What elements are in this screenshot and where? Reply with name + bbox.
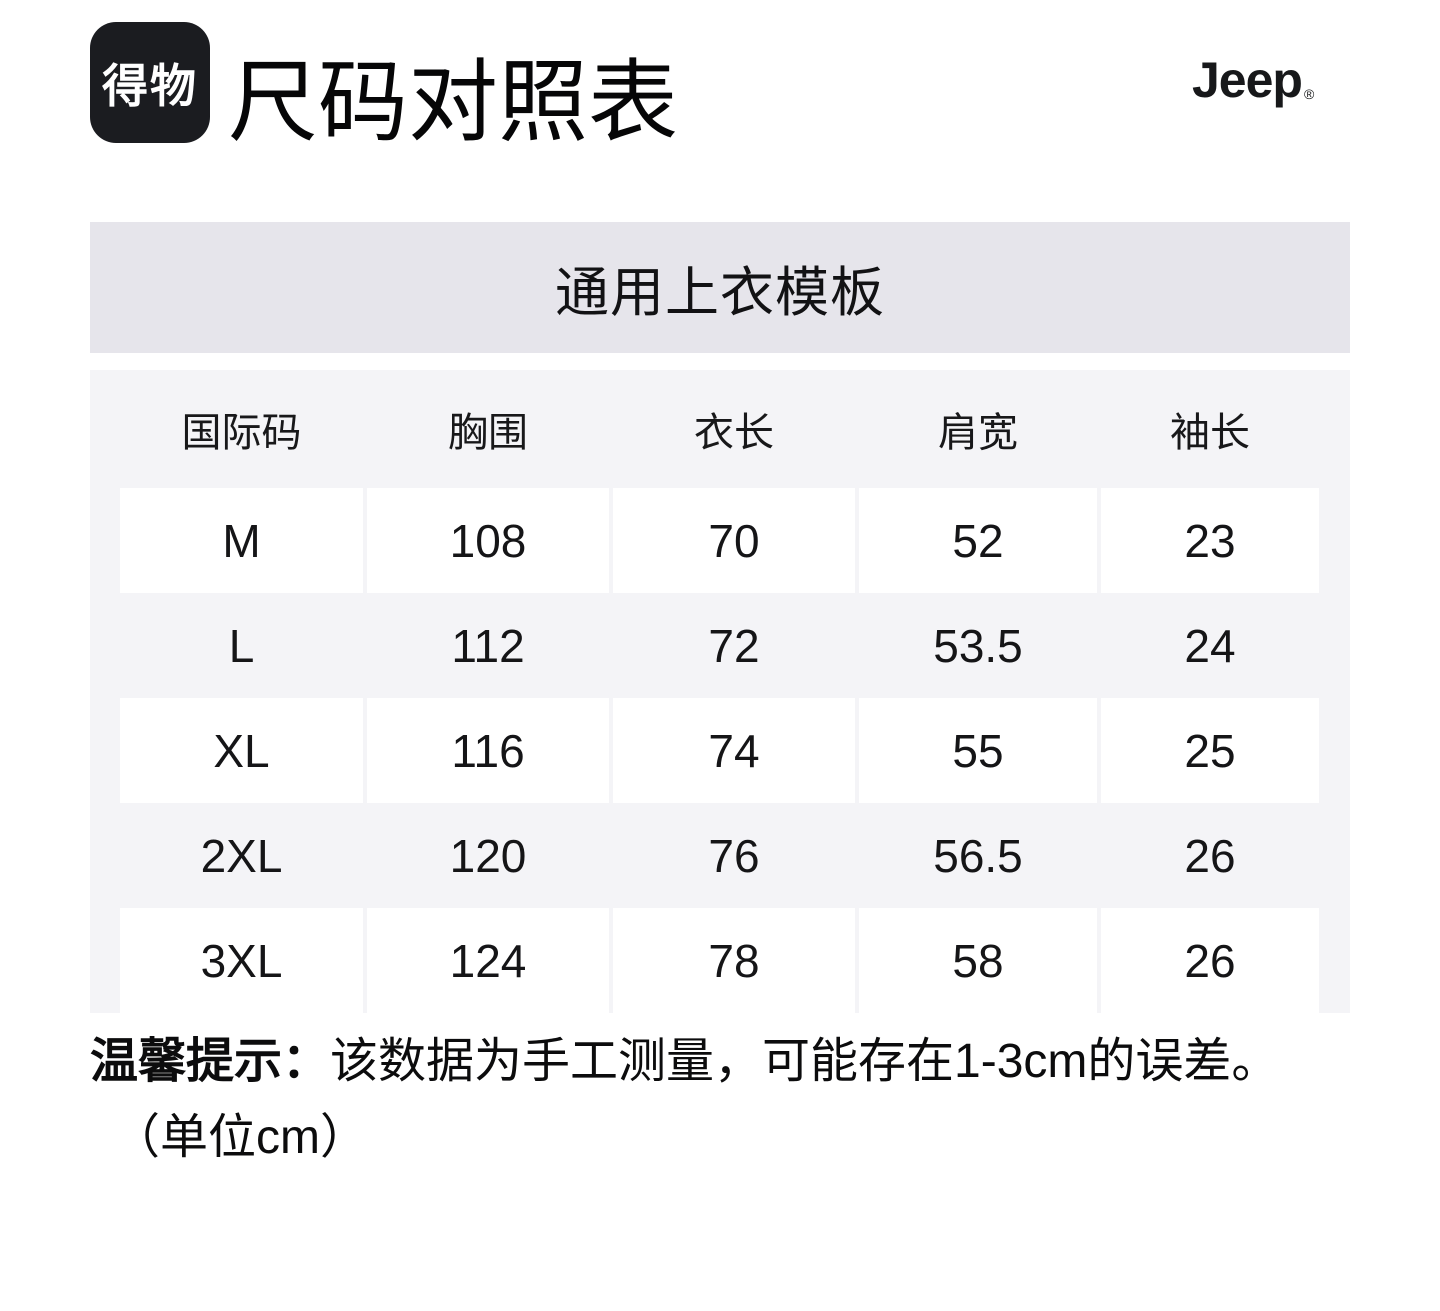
dewu-logo: 得物 xyxy=(90,22,210,143)
table-row: L 112 72 53.5 24 xyxy=(120,593,1319,698)
template-band-label: 通用上衣模板 xyxy=(555,263,885,323)
table-cell: 56.5 xyxy=(933,829,1023,882)
table-cell: 116 xyxy=(367,698,609,803)
table-cell: 53.5 xyxy=(933,619,1023,672)
table-cell: 26 xyxy=(1184,829,1236,882)
size-table-header-row: 国际码 胸围 衣长 肩宽 袖长 xyxy=(120,370,1319,488)
table-cell: 24 xyxy=(1184,619,1236,672)
jeep-wordmark: Jeep xyxy=(1192,52,1303,108)
table-cell: 52 xyxy=(859,488,1097,593)
size-table: 国际码 胸围 衣长 肩宽 袖长 M 108 70 52 23 L 112 72 53.5 24 XL 116 7… xyxy=(90,370,1350,1013)
header-cell: 肩宽 xyxy=(938,411,1018,455)
table-cell: 76 xyxy=(708,829,760,882)
header-cell: 袖长 xyxy=(1170,411,1250,455)
note-line1: 温馨提示：该数据为手工测量，可能存在1-3cm的误差。 xyxy=(90,1032,1370,1092)
table-cell: M xyxy=(120,488,363,593)
note: 温馨提示：该数据为手工测量，可能存在1-3cm的误差。 （单位cm） xyxy=(90,1032,1370,1168)
note-prefix: 温馨提示： xyxy=(90,1035,331,1088)
table-row: 3XL 124 78 58 26 xyxy=(120,908,1319,1013)
registered-trademark-icon: ® xyxy=(1303,86,1315,102)
jeep-logo: Jeep ® xyxy=(1192,52,1315,108)
table-row: M 108 70 52 23 xyxy=(120,488,1319,593)
table-cell: 78 xyxy=(613,908,855,1013)
table-cell: 25 xyxy=(1101,698,1319,803)
note-text: 该数据为手工测量，可能存在1-3cm的误差。 xyxy=(330,1035,1280,1088)
table-cell: 74 xyxy=(613,698,855,803)
table-cell: 55 xyxy=(859,698,1097,803)
header-cell: 胸围 xyxy=(448,411,528,455)
dewu-logo-text: 得物 xyxy=(102,59,198,112)
table-cell: XL xyxy=(120,698,363,803)
table-cell: 120 xyxy=(449,829,527,882)
table-cell: 58 xyxy=(859,908,1097,1013)
table-cell: 70 xyxy=(613,488,855,593)
table-cell: 112 xyxy=(451,619,525,672)
table-row: XL 116 74 55 25 xyxy=(120,698,1319,803)
template-band: 通用上衣模板 xyxy=(90,222,1350,353)
table-cell: 2XL xyxy=(200,829,283,882)
table-cell: 26 xyxy=(1101,908,1319,1013)
table-cell: L xyxy=(228,619,255,672)
size-table-body: M 108 70 52 23 L 112 72 53.5 24 XL 116 74 55 25 2XL 120 7… xyxy=(120,488,1319,1013)
header-cell: 国际码 xyxy=(181,411,302,455)
table-cell: 23 xyxy=(1101,488,1319,593)
page-title: 尺码对照表 xyxy=(228,53,678,153)
header-cell: 衣长 xyxy=(694,411,774,455)
table-cell: 3XL xyxy=(120,908,363,1013)
table-cell: 72 xyxy=(708,619,760,672)
table-row: 2XL 120 76 56.5 26 xyxy=(120,803,1319,908)
note-unit: （单位cm） xyxy=(112,1111,368,1164)
table-cell: 124 xyxy=(367,908,609,1013)
table-cell: 108 xyxy=(367,488,609,593)
